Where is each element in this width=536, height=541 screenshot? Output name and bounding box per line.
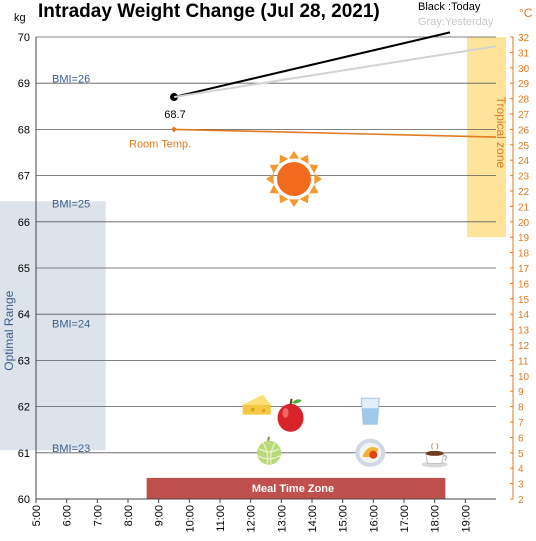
series-line-today bbox=[173, 31, 451, 99]
sun-ray bbox=[279, 194, 289, 204]
bmi-label: BMI=23 bbox=[52, 443, 90, 455]
x-tick-label: 16:00 bbox=[368, 505, 380, 533]
y-right-tick-label: 32 bbox=[518, 33, 530, 44]
x-tick-label: 5:00 bbox=[31, 505, 43, 526]
y-right-tick-label: 15 bbox=[518, 295, 530, 306]
x-tick-label: 8:00 bbox=[123, 505, 135, 526]
sun-disc bbox=[277, 162, 311, 196]
room-temp-point bbox=[171, 126, 177, 133]
y-right-tick-label: 17 bbox=[518, 264, 530, 275]
y-left-tick-label: 69 bbox=[18, 78, 30, 90]
sun-ray bbox=[288, 199, 300, 207]
y-right-tick-label: 22 bbox=[518, 187, 530, 198]
meal-time-zone-bar bbox=[146, 477, 446, 499]
x-tick-label: 14:00 bbox=[307, 505, 319, 533]
cheese-icon bbox=[242, 394, 271, 415]
y-right-tick-label: 3 bbox=[518, 480, 524, 491]
legend-yesterday: Gray:Yesterday bbox=[418, 16, 494, 28]
x-tick-label: 7:00 bbox=[92, 505, 104, 526]
sun-ray bbox=[309, 164, 319, 174]
y-right-tick-label: 9 bbox=[518, 387, 524, 398]
sun-ray bbox=[279, 154, 289, 164]
sun-ray bbox=[299, 194, 309, 204]
y-right-tick-label: 27 bbox=[518, 110, 530, 121]
y-right-tick-label: 24 bbox=[518, 156, 530, 167]
sun-ray bbox=[269, 164, 279, 174]
y-right-tick-label: 29 bbox=[518, 79, 530, 90]
y-right-tick-label: 30 bbox=[518, 64, 530, 75]
sun-ray bbox=[269, 184, 279, 194]
y-right-unit: °C bbox=[519, 6, 533, 20]
today-value-label: 68.7 bbox=[164, 109, 185, 121]
y-right-tick-label: 20 bbox=[518, 218, 530, 229]
y-right-tick-label: 14 bbox=[518, 310, 530, 321]
y-right-tick-label: 8 bbox=[518, 403, 524, 414]
y-right-tick-label: 26 bbox=[518, 125, 530, 136]
y-right-tick-label: 4 bbox=[518, 464, 524, 475]
y-right-tick-label: 11 bbox=[518, 356, 529, 367]
x-tick-label: 6:00 bbox=[62, 505, 74, 526]
x-tick-label: 9:00 bbox=[154, 505, 166, 526]
chart-title: Intraday Weight Change (Jul 28, 2021) bbox=[38, 1, 380, 22]
y-right-tick-label: 18 bbox=[518, 249, 530, 260]
y-left-tick-label: 60 bbox=[18, 494, 30, 506]
y-left-tick-label: 68 bbox=[18, 124, 30, 136]
series-line-yesterday bbox=[173, 45, 497, 99]
x-tick-label: 18:00 bbox=[430, 505, 442, 533]
y-left-unit: kg bbox=[14, 12, 26, 24]
curry-plate-icon bbox=[355, 438, 386, 467]
y-right-tick-label: 31 bbox=[518, 48, 530, 59]
bmi-label: BMI=26 bbox=[52, 74, 90, 86]
y-right-tick-label: 25 bbox=[518, 141, 530, 152]
y-right-tick-label: 16 bbox=[518, 279, 530, 290]
y-right-tick-label: 5 bbox=[518, 449, 524, 460]
y-right-tick-label: 21 bbox=[518, 202, 530, 213]
y-right-tick-label: 23 bbox=[518, 172, 530, 183]
y-left-tick-label: 63 bbox=[18, 355, 30, 367]
optimal-range-band bbox=[0, 201, 106, 451]
y-left-tick-label: 64 bbox=[18, 309, 30, 321]
x-tick-label: 12:00 bbox=[246, 505, 258, 533]
coffee-cup-icon bbox=[421, 443, 448, 468]
y-left-tick-label: 65 bbox=[18, 263, 30, 275]
series-line-room-temp bbox=[173, 128, 497, 138]
bmi-label: BMI=24 bbox=[52, 318, 90, 330]
y-right-tick-label: 2 bbox=[518, 495, 524, 506]
melon-icon bbox=[257, 436, 282, 465]
room-temp-label: Room Temp. bbox=[129, 138, 191, 150]
y-left-tick-label: 67 bbox=[18, 171, 30, 183]
y-left-tick-label: 66 bbox=[18, 217, 30, 229]
apple-icon bbox=[277, 398, 304, 432]
sun-icon bbox=[266, 151, 322, 207]
y-right-tick-label: 19 bbox=[518, 233, 530, 244]
y-left-tick-label: 61 bbox=[18, 448, 30, 460]
optimal-range-label: Optimal Range bbox=[2, 290, 16, 370]
water-glass-icon bbox=[360, 397, 380, 425]
y-left-tick-label: 62 bbox=[18, 402, 30, 414]
y-right-tick-label: 12 bbox=[518, 341, 530, 352]
y-right-tick-label: 6 bbox=[518, 433, 524, 444]
sun-ray bbox=[314, 173, 322, 185]
sun-ray bbox=[299, 154, 309, 164]
bmi-label: BMI=25 bbox=[52, 198, 90, 210]
x-tick-label: 19:00 bbox=[460, 505, 472, 533]
x-tick-label: 17:00 bbox=[399, 505, 411, 533]
sun-ray bbox=[288, 151, 300, 159]
y-right-tick-label: 10 bbox=[518, 372, 530, 383]
x-tick-label: 11:00 bbox=[215, 505, 227, 532]
tropical-zone-label: Tropical zone bbox=[494, 97, 508, 169]
x-tick-label: 13:00 bbox=[276, 505, 288, 533]
sun-ray bbox=[266, 173, 274, 185]
legend-today: Black :Today bbox=[418, 1, 481, 13]
x-tick-label: 10:00 bbox=[184, 505, 196, 533]
sun-ray bbox=[309, 184, 319, 194]
y-right-tick-label: 13 bbox=[518, 326, 530, 337]
meal-time-zone-label: Meal Time Zone bbox=[252, 483, 334, 495]
y-right-tick-label: 28 bbox=[518, 95, 530, 106]
x-tick-label: 15:00 bbox=[338, 505, 350, 533]
y-left-tick-label: 70 bbox=[18, 32, 30, 44]
y-right-tick-label: 7 bbox=[518, 418, 524, 429]
